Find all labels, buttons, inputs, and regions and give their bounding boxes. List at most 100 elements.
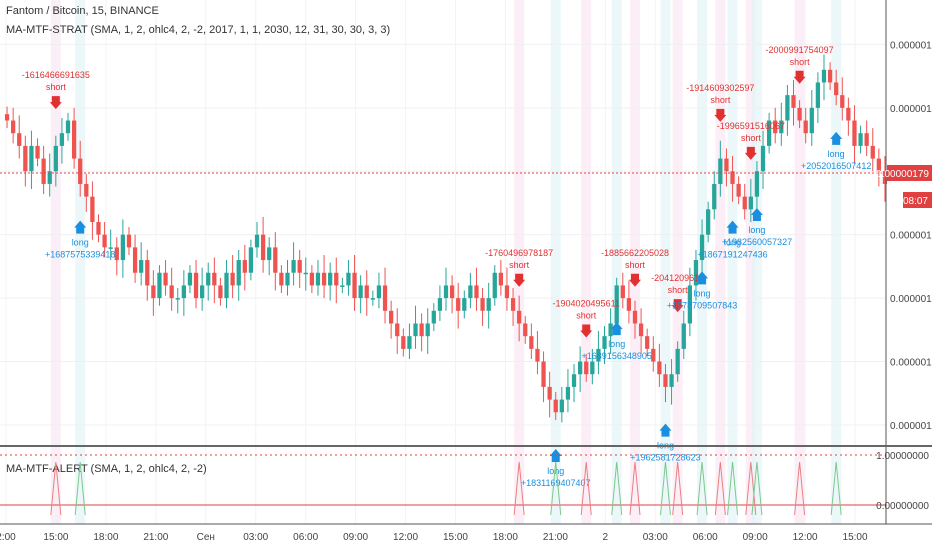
long-signal[interactable]: long +1867191247436	[697, 220, 768, 260]
long-band	[751, 0, 762, 524]
candle	[419, 313, 424, 352]
time-tick-label: Сен	[197, 532, 215, 543]
short-signal-value: -1904020495611	[553, 299, 620, 309]
long-signal[interactable]: long +1689156348905	[582, 322, 652, 361]
candle	[846, 97, 851, 136]
short-signal[interactable]: -1885662205028 short	[601, 248, 669, 287]
time-tick-label: 18:00	[93, 532, 118, 543]
candle	[59, 117, 65, 164]
long-alert-spike	[74, 461, 86, 516]
short-signal[interactable]: -2041209615 short	[651, 273, 704, 313]
short-arrow-icon	[744, 146, 757, 160]
candle	[480, 287, 485, 327]
time-tick-label: 15:00	[443, 532, 468, 543]
candle	[230, 254, 235, 299]
long-signal[interactable]: long +1978709507843	[667, 271, 737, 310]
candle	[486, 282, 491, 329]
candle	[456, 282, 461, 329]
long-signal-value: +1831169407407	[521, 478, 591, 488]
candle	[47, 153, 52, 197]
time-tick-label: 12:00	[393, 532, 418, 543]
symbol-title: Fantom / Bitcoin, 15, BINANCE	[6, 5, 159, 17]
time-tick-label: 21:00	[143, 532, 168, 543]
long-band	[831, 0, 842, 524]
candle	[260, 216, 266, 273]
candle	[712, 171, 717, 220]
chart-grid	[0, 0, 886, 524]
long-signal[interactable]: long+1962581728623	[630, 423, 701, 463]
short-signal-value: -1914609302597	[686, 83, 754, 93]
candle	[102, 222, 107, 258]
long-signal[interactable]: long+1982560057327	[722, 207, 792, 247]
candle	[157, 265, 162, 306]
short-signal[interactable]: -2000991754097 short	[766, 45, 834, 84]
alert-tick-high: 1.00000000	[876, 451, 929, 462]
long-band	[611, 0, 622, 524]
time-tick-label: 03:00	[643, 532, 668, 543]
short-arrow-icon	[714, 108, 727, 122]
time-tick-label: 09:00	[343, 532, 368, 543]
candle	[443, 267, 449, 311]
candle	[151, 270, 156, 316]
candle	[145, 249, 150, 301]
candlestick-series	[4, 54, 888, 423]
candle	[827, 62, 833, 91]
candle	[754, 161, 760, 212]
price-tick-label: 0.00000190	[890, 40, 932, 51]
short-band	[745, 0, 756, 524]
short-signal[interactable]: -1616466691635 short	[22, 70, 90, 110]
candle	[498, 260, 504, 296]
time-tick-label: 12:00	[793, 532, 818, 543]
long-arrow-icon	[726, 220, 739, 234]
candle	[864, 120, 869, 157]
short-signal-value: -1996591516067	[717, 121, 785, 131]
candle	[169, 267, 174, 311]
long-signal-value: +1689156348905	[582, 351, 652, 361]
long-signal-label: long	[724, 238, 741, 248]
short-signal[interactable]: -1760496978187 short	[485, 248, 553, 287]
candle	[742, 183, 747, 220]
candle	[4, 106, 10, 129]
candle	[626, 280, 632, 324]
candle	[651, 336, 656, 372]
candle	[541, 351, 546, 403]
short-band	[629, 0, 640, 524]
short-signal[interactable]: -1904020495611 short	[553, 299, 620, 338]
time-axis[interactable]: 2:00 15:00 18:00 21:00 Сен 03:00 06:00 09:00 12:…	[0, 532, 868, 543]
candle	[821, 54, 827, 101]
candle	[590, 348, 595, 385]
candle	[687, 267, 692, 337]
candle	[571, 364, 577, 403]
candle	[596, 331, 601, 375]
candle	[748, 178, 753, 222]
long-signal-label: long	[547, 466, 564, 476]
candle	[352, 254, 357, 311]
candle	[96, 214, 101, 243]
candle	[675, 341, 680, 382]
candle	[553, 391, 558, 420]
candle	[200, 267, 205, 311]
candle	[181, 270, 186, 316]
time-tick-label: 2:00	[0, 532, 16, 543]
candle	[297, 249, 302, 288]
candle	[395, 308, 400, 354]
long-band	[660, 0, 671, 524]
long-signal[interactable]: long +2052016507412	[801, 131, 871, 171]
price-axis[interactable]: 0.000001900.000001850.000001800.00000175…	[890, 40, 932, 432]
candle	[815, 72, 821, 124]
candle	[529, 323, 534, 360]
short-alert-spike	[513, 461, 525, 516]
long-signal[interactable]: long +1687575339418	[45, 220, 115, 260]
short-signal[interactable]: -1914609302597 short	[686, 83, 754, 122]
short-arrow-icon	[793, 70, 806, 84]
candle	[321, 254, 327, 299]
short-signal[interactable]: -1996591516067 short	[717, 121, 785, 160]
short-band	[672, 0, 683, 524]
candle	[212, 257, 217, 304]
short-band	[715, 0, 726, 524]
short-signal-value: -1885662205028	[601, 248, 669, 258]
candle	[663, 364, 668, 403]
short-alert-spike	[714, 461, 726, 516]
